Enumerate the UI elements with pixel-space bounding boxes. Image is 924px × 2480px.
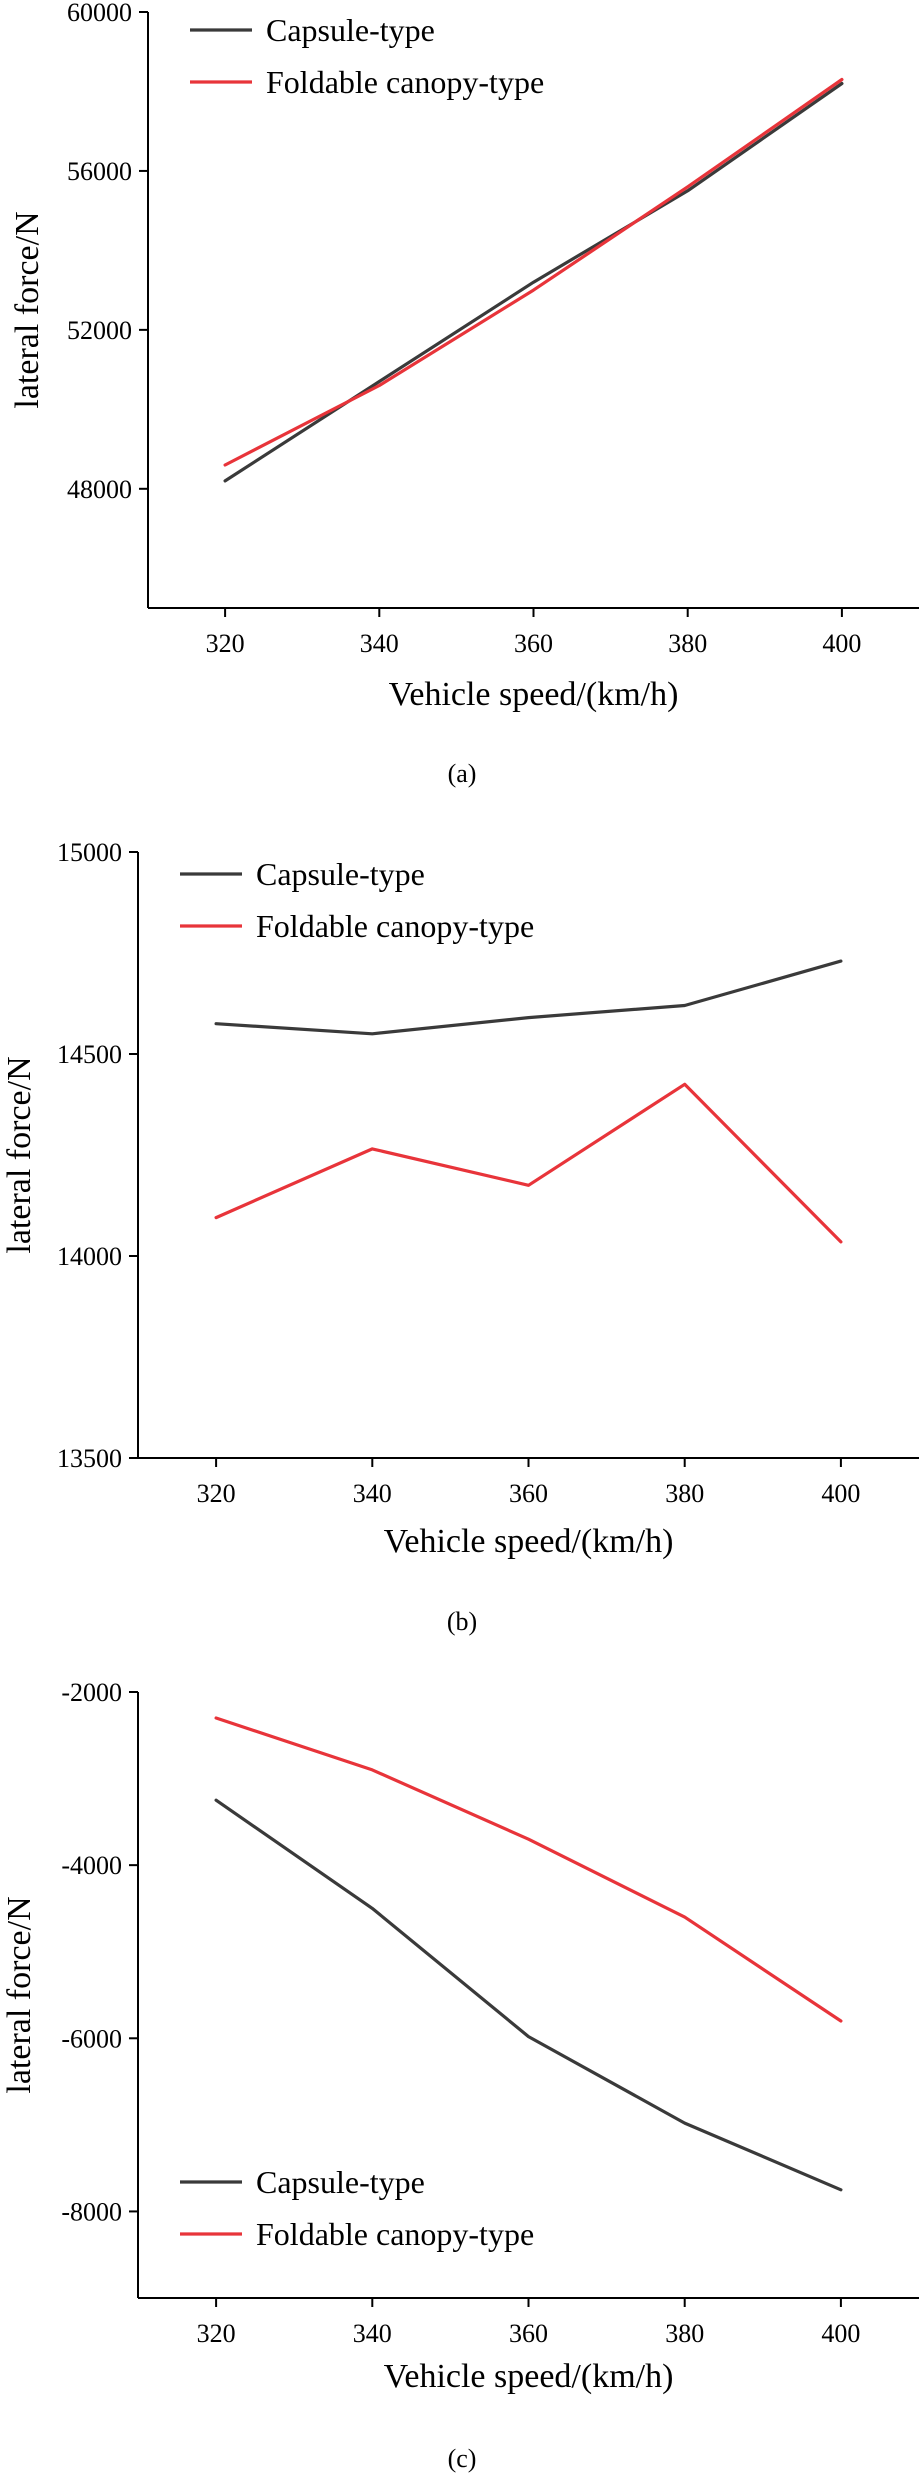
panel-caption: (c): [448, 2444, 477, 2473]
series-line-foldable-canopy-type: [223, 77, 844, 467]
x-tick-label: 340: [360, 629, 399, 658]
x-tick-label: 360: [509, 1479, 548, 1508]
x-tick-label: 340: [353, 1479, 392, 1508]
x-tick-label: 320: [197, 2319, 236, 2348]
panel-caption: (a): [448, 759, 477, 788]
y-tick-label: 56000: [67, 157, 132, 186]
x-axis-label: Vehicle speed/(km/h): [384, 1523, 674, 1560]
x-axis-label: Vehicle speed/(km/h): [384, 2358, 674, 2395]
y-axis-label: lateral force/N: [9, 211, 46, 408]
x-tick-label: 380: [665, 2319, 704, 2348]
x-tick-label: 400: [822, 629, 861, 658]
series-line-capsule-type: [214, 1798, 843, 2192]
legend: Capsule-type Foldable canopy-type: [180, 856, 534, 944]
legend: Capsule-type Foldable canopy-type: [180, 2164, 534, 2252]
series-line-foldable-canopy-type: [214, 1082, 843, 1244]
legend-label: Foldable canopy-type: [266, 64, 544, 100]
chart-panel-1: 320 340 360 380 400 48000 52000 56000 60000 Vehic…: [9, 0, 919, 788]
x-tick-label: 320: [206, 629, 245, 658]
y-tick-label: -2000: [61, 1678, 122, 1707]
x-tick-label: 360: [509, 2319, 548, 2348]
y-tick-label: 14000: [57, 1242, 122, 1271]
x-tick-label: 340: [353, 2319, 392, 2348]
y-tick-label: 60000: [67, 0, 132, 27]
series-line-capsule-type: [214, 959, 843, 1036]
panel-caption: (b): [447, 1607, 477, 1636]
chart-panel-2: 320 340 360 380 400 13500 14000 14500 15000 Vehic…: [1, 838, 919, 1636]
x-tick-label: 380: [668, 629, 707, 658]
series-line-foldable-canopy-type: [214, 1716, 843, 2023]
y-tick-label: -4000: [61, 1851, 122, 1880]
y-tick-label: -6000: [61, 2024, 122, 2053]
x-tick-label: 380: [665, 1479, 704, 1508]
y-axis-label: lateral force/N: [1, 1056, 38, 1253]
legend-label: Capsule-type: [256, 856, 425, 892]
x-axis-label: Vehicle speed/(km/h): [389, 676, 679, 713]
legend-label: Capsule-type: [256, 2164, 425, 2200]
legend-label: Capsule-type: [266, 12, 435, 48]
y-tick-label: 15000: [57, 838, 122, 867]
x-tick-label: 400: [821, 2319, 860, 2348]
x-tick-label: 360: [514, 629, 553, 658]
y-tick-label: 13500: [57, 1444, 122, 1473]
y-tick-label: 14500: [57, 1040, 122, 1069]
x-tick-label: 400: [821, 1479, 860, 1508]
legend: Capsule-type Foldable canopy-type: [190, 12, 544, 100]
y-tick-label: -8000: [61, 2197, 122, 2226]
legend-label: Foldable canopy-type: [256, 2216, 534, 2252]
legend-label: Foldable canopy-type: [256, 908, 534, 944]
chart-panel-3: 320 340 360 380 400 -8000 -6000 -4000 -2000 Vehic…: [1, 1678, 919, 2473]
y-axis-label: lateral force/N: [1, 1896, 38, 2093]
x-tick-label: 320: [197, 1479, 236, 1508]
y-tick-label: 48000: [67, 475, 132, 504]
y-tick-label: 52000: [67, 316, 132, 345]
